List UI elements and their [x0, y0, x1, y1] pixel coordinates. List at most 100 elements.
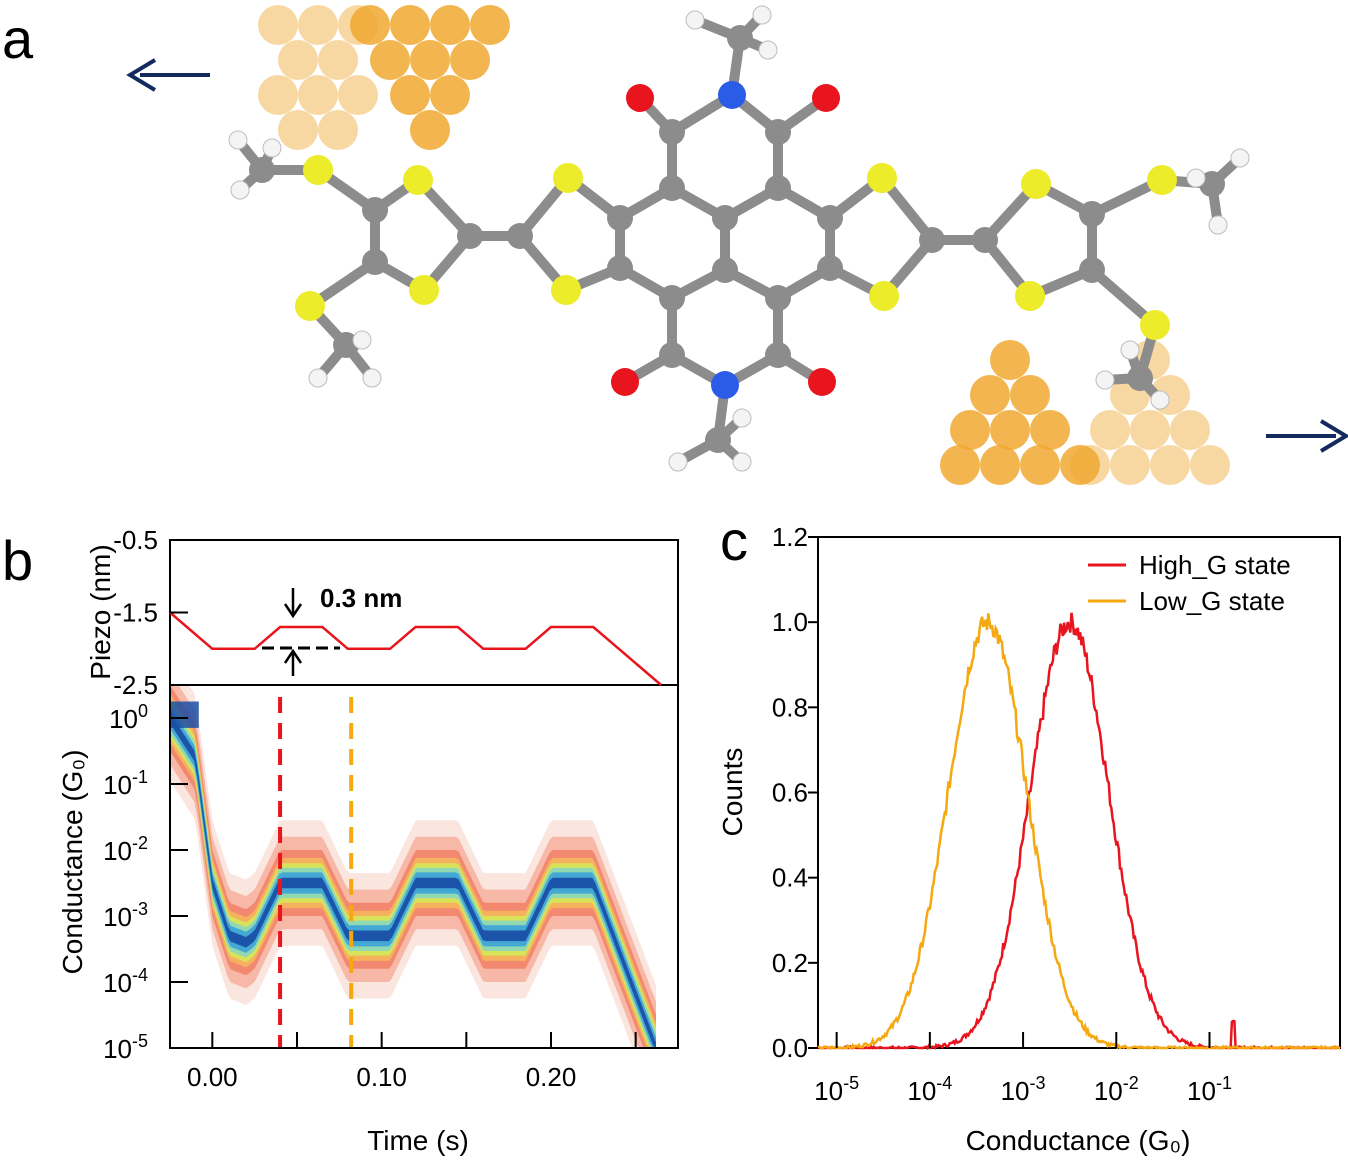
- hydrogen-atom: [1208, 215, 1228, 235]
- gold-atom: [990, 340, 1030, 380]
- gold-atom: [940, 445, 980, 485]
- conductance-ytick-label: 100: [109, 701, 148, 734]
- carbon-atom: [765, 342, 791, 368]
- sulfur-atom: [869, 281, 899, 311]
- svg-text:10-2: 10-2: [1094, 1073, 1139, 1106]
- gold-atom: [298, 5, 338, 45]
- carbon-atom: [972, 227, 998, 253]
- carbon-atom: [919, 227, 945, 253]
- carbon-atom: [333, 332, 359, 358]
- hydrogen-atom: [758, 40, 778, 60]
- svg-text:10-2: 10-2: [103, 833, 148, 866]
- carbon-atom: [765, 175, 791, 201]
- conductance-ytick-label: 10-1: [103, 767, 148, 800]
- piezo-plot-frame: [169, 539, 679, 686]
- carbon-atom: [362, 197, 388, 223]
- sulfur-atom: [303, 155, 333, 185]
- time-markers: [278, 697, 354, 1048]
- hydrogen-atom: [1150, 390, 1170, 410]
- carbon-atom: [659, 175, 685, 201]
- gold-atom: [980, 445, 1020, 485]
- hydrogen-atom: [1095, 370, 1115, 390]
- oxygen-atom: [626, 84, 654, 112]
- hydrogen-atom: [362, 368, 382, 388]
- conductance-xtick-label: 10-4: [907, 1073, 952, 1106]
- gold-atom: [970, 375, 1010, 415]
- oxygen-atom: [812, 84, 840, 112]
- hydrogen-atom: [1186, 168, 1206, 188]
- svg-text:10-1: 10-1: [103, 767, 148, 800]
- counts-ytick-label: 0.0: [772, 1033, 808, 1063]
- oxygen-atom: [808, 368, 836, 396]
- annotation-arrowhead-up: [283, 648, 303, 664]
- gold-atom: [338, 75, 378, 115]
- molecule-atoms: [228, 5, 1250, 472]
- gold-atom: [1030, 410, 1070, 450]
- carbon-atom: [727, 25, 753, 51]
- time-x-axis-label: Time (s): [367, 1125, 469, 1156]
- carbon-atom: [817, 205, 843, 231]
- carbon-atom: [1079, 201, 1105, 227]
- time-xtick-label: 0.20: [526, 1062, 577, 1092]
- histogram-series-low-g: [817, 613, 1340, 1050]
- gold-atom: [430, 75, 470, 115]
- conductance-y-axis-label: Conductance (G₀): [57, 750, 88, 975]
- legend: High_G state Low_G state: [1088, 550, 1291, 616]
- gold-atom: [278, 40, 318, 80]
- molecule-illustration: [126, 5, 1348, 485]
- svg-text:10-3: 10-3: [1001, 1073, 1046, 1106]
- carbon-atom: [607, 205, 633, 231]
- gold-atom: [990, 410, 1030, 450]
- hydrogen-atom: [752, 5, 772, 25]
- carbon-atom: [659, 285, 685, 311]
- counts-y-axis-label: Counts: [717, 748, 748, 837]
- carbon-atom: [249, 157, 275, 183]
- sulfur-atom: [551, 275, 581, 305]
- conductance-ytick-label: 10-3: [103, 899, 148, 932]
- gold-atom: [350, 5, 390, 45]
- gold-atom: [258, 5, 298, 45]
- hydrogen-atom: [228, 130, 248, 150]
- gold-atom: [278, 110, 318, 150]
- nitrogen-atom: [711, 371, 739, 399]
- conductance-xtick-label: 10-5: [814, 1073, 859, 1106]
- gold-atom: [298, 75, 338, 115]
- gold-atom: [410, 110, 450, 150]
- gold-atom: [370, 40, 410, 80]
- conductance-xtick-label: 10-3: [1001, 1073, 1046, 1106]
- gold-atom: [430, 5, 470, 45]
- gold-atom: [1150, 445, 1190, 485]
- counts-ytick-label: 1.0: [772, 607, 808, 637]
- pull-arrow-right: [1266, 419, 1348, 453]
- density-band: [170, 702, 656, 1048]
- density-band: [170, 707, 656, 1048]
- gold-atom: [1170, 410, 1210, 450]
- conductance-ytick-label: 10-4: [103, 965, 148, 998]
- carbon-atom: [1199, 171, 1225, 197]
- gold-atom: [1020, 445, 1060, 485]
- panel-label-c: c: [720, 509, 748, 572]
- histogram-series-high-g: [817, 612, 1341, 1050]
- sulfur-atom: [1021, 169, 1051, 199]
- gold-atom: [410, 40, 450, 80]
- conductance-heatmap: [170, 685, 656, 1048]
- svg-text:10-4: 10-4: [103, 965, 148, 998]
- hydrogen-atom: [732, 452, 752, 472]
- sulfur-atom: [1147, 165, 1177, 195]
- gold-electrodes: [258, 5, 1230, 485]
- conductance-ytick-label: 10-5: [103, 1031, 148, 1064]
- svg-text:100: 100: [109, 701, 148, 734]
- counts-ytick-label: 0.6: [772, 778, 808, 808]
- carbon-atom: [712, 205, 738, 231]
- sulfur-atom: [553, 163, 583, 193]
- nitrogen-atom: [718, 81, 746, 109]
- panel-c: 0.0 0.2 0.4 0.6 0.8 1.0 1.2 10-5 10-4 10-3 10-2 10-…: [717, 522, 1341, 1156]
- sulfur-atom: [403, 165, 433, 195]
- sulfur-atom: [867, 163, 897, 193]
- annotation-label: 0.3 nm: [320, 583, 402, 613]
- carbon-atom: [457, 223, 483, 249]
- conductance-ytick-label: 10-2: [103, 833, 148, 866]
- gold-atom: [1110, 445, 1150, 485]
- sulfur-atom: [409, 275, 439, 305]
